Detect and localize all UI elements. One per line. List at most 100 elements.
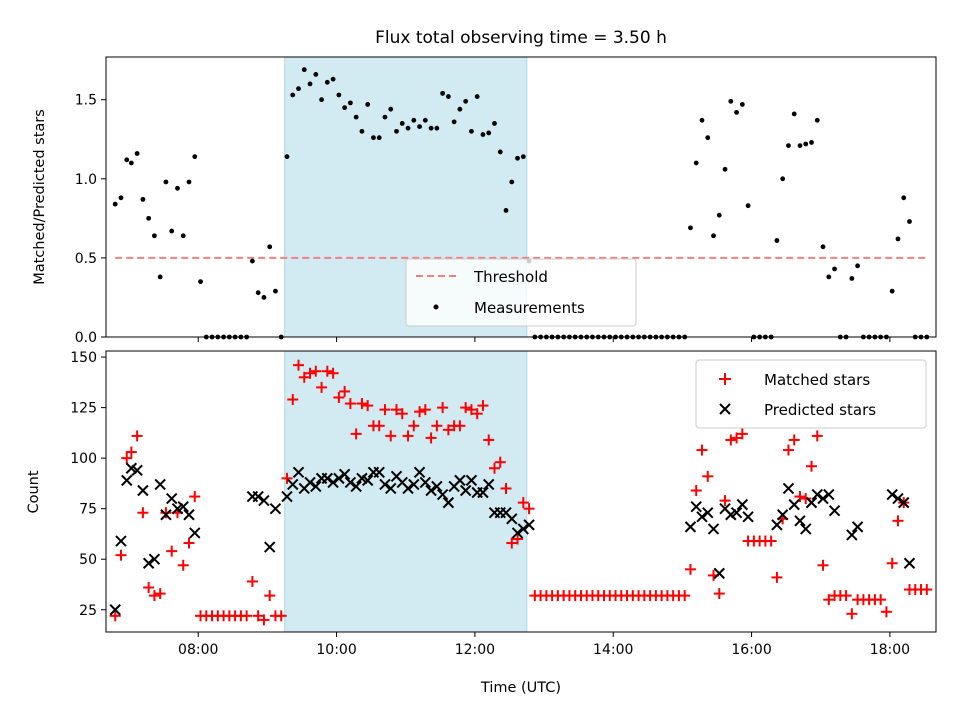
matched-stars-point (154, 588, 166, 600)
predicted-stars-point (846, 529, 858, 541)
matched-stars-point (264, 590, 276, 602)
measurement-point (520, 154, 526, 160)
measurement-point (515, 155, 520, 161)
measurement-point (180, 233, 186, 239)
measurement-point (128, 160, 134, 166)
measurement-point (492, 121, 497, 126)
matched-stars-point (460, 402, 472, 414)
predicted-stars-point (408, 478, 420, 491)
predicted-stars-point (425, 484, 437, 497)
measurement-point (353, 114, 359, 120)
matched-stars-point (471, 408, 483, 420)
measurement-point (849, 276, 855, 281)
measurement-point (705, 135, 711, 141)
matched-stars-point (811, 430, 823, 442)
y-tick-label: 1.5 (75, 93, 97, 109)
predicted-stars-point (287, 478, 299, 491)
measurement-point (255, 290, 261, 296)
measurement-point (780, 176, 786, 182)
predicted-stars-point (459, 484, 472, 497)
count-legend: Matched stars Predicted stars (695, 359, 927, 429)
y-tick-label: 150 (70, 350, 97, 366)
predicted-stars-point (142, 557, 155, 569)
measurement-point (901, 195, 907, 201)
measurement-point (399, 121, 405, 126)
measurement-point (267, 244, 273, 250)
measurement-point (832, 266, 837, 272)
measurement-point (907, 219, 912, 224)
predicted-stars-point (794, 515, 806, 527)
ratio-legend: Threshold Measurements (405, 258, 637, 327)
predicted-stars-point (361, 474, 374, 487)
predicted-stars-point (454, 474, 466, 487)
count-legend-box (695, 359, 927, 429)
measurement-point (290, 92, 296, 98)
matched-stars-point (385, 430, 397, 442)
matched-stars-point (131, 430, 143, 442)
predicted-stars-point (788, 498, 800, 511)
matched-stars-point (177, 559, 189, 571)
matched-stars-point (379, 404, 391, 416)
matched-stars-point (396, 408, 408, 420)
predicted-stars-point (776, 509, 789, 521)
measurement-point (157, 274, 163, 280)
measurement-point (497, 149, 503, 155)
matched-stars-point (252, 610, 264, 622)
matched-stars-point (465, 404, 477, 416)
matched-stars-point (373, 420, 385, 432)
predicted-stars-point (304, 476, 316, 489)
predicted-stars-point (292, 466, 305, 479)
matched-stars-point (298, 371, 310, 383)
measurement-point (124, 157, 130, 163)
matched-stars-point (736, 428, 748, 440)
matched-stars-point (921, 584, 933, 596)
x-tick-label: 16:00 (731, 642, 771, 658)
measurement-point (774, 238, 780, 243)
matched-stars-point (788, 434, 800, 446)
measurement-point (434, 125, 440, 131)
matched-stars-point (679, 590, 691, 602)
measurement-point (688, 225, 693, 231)
measurement-point (382, 114, 388, 120)
measurement-point (359, 128, 365, 134)
measurement-point (186, 179, 192, 185)
measurement-point (509, 179, 515, 185)
predicted-stars-point (263, 541, 276, 553)
predicted-stars-point (702, 507, 714, 519)
predicted-stars-point (483, 478, 495, 491)
measurement-point (112, 201, 118, 207)
matched-stars-point (148, 590, 160, 602)
measurement-point (169, 228, 175, 234)
measurement-point (826, 274, 832, 280)
matched-stars-point (523, 503, 535, 515)
matched-stars-point (880, 606, 892, 618)
y-tick-label: 125 (70, 401, 97, 417)
matched-stars-point (437, 402, 449, 414)
x-tick-label: 12:00 (455, 642, 495, 658)
matched-stars-point (488, 462, 500, 474)
matched-stars-point (684, 563, 696, 575)
predicted-stars-point (730, 507, 743, 519)
y-tick-label: 50 (79, 552, 97, 568)
predicted-stars-point (402, 482, 414, 495)
predicted-legend-marker (719, 403, 731, 415)
predicted-stars-point (828, 504, 841, 517)
measurement-point (134, 151, 140, 156)
measurement-point (716, 212, 722, 218)
predicted-stars-point (477, 486, 489, 499)
predicted-stars-point (344, 476, 357, 489)
predicted-stars-point (385, 482, 397, 495)
measurement-point (820, 244, 826, 250)
predicted-stars-point (707, 523, 720, 535)
count-panel-frame (105, 350, 937, 633)
measurement-point (786, 143, 791, 148)
y-tick-label: 1.0 (75, 172, 97, 188)
predicted-stars-point (177, 500, 189, 513)
matched-stars-point (512, 533, 524, 545)
predicted-stars-point (189, 527, 201, 539)
measurement-point (451, 119, 457, 125)
measurement-point (146, 215, 152, 221)
matched-stars-point (414, 406, 426, 418)
ratio-legend-box (405, 258, 637, 327)
measurement-point (411, 117, 417, 123)
